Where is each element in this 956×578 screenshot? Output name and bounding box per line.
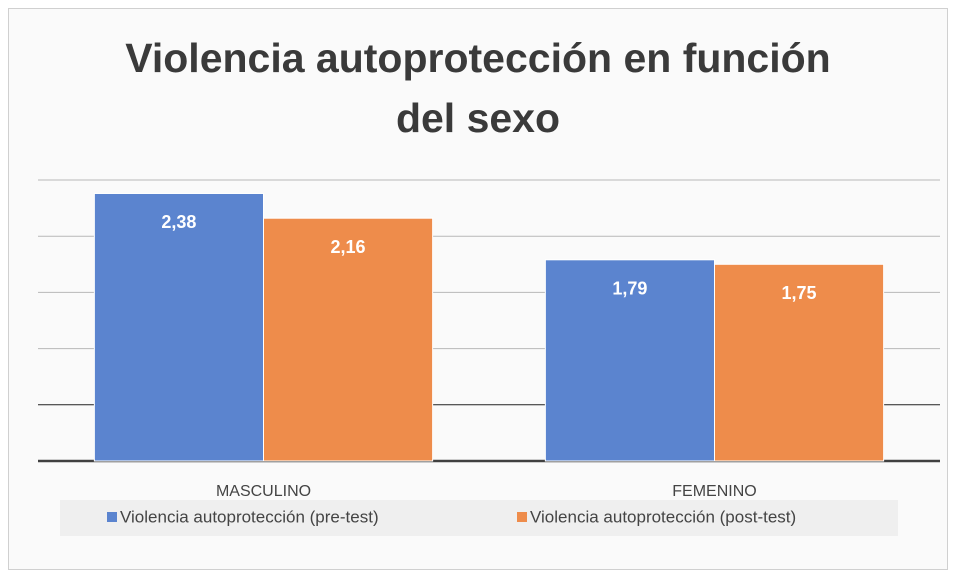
legend-box: [60, 500, 898, 536]
data-label: 2,38: [161, 212, 196, 232]
bar: [263, 217, 434, 462]
legend-label: Violencia autoprotección (pre-test): [120, 507, 379, 526]
bar: [544, 259, 715, 462]
data-label: 2,16: [331, 237, 366, 257]
legend-label: Violencia autoprotección (post-test): [530, 507, 796, 526]
data-label: 1,75: [782, 283, 817, 303]
legend-swatch: [107, 512, 117, 522]
bar: [93, 192, 264, 462]
x-tick-label: FEMENINO: [672, 483, 756, 500]
data-label: 1,79: [612, 279, 647, 299]
chart-title: Violencia autoprotección en función del …: [125, 35, 831, 141]
legend-swatch: [517, 512, 527, 522]
bar: [714, 263, 885, 462]
x-tick-label: MASCULINO: [216, 483, 311, 500]
